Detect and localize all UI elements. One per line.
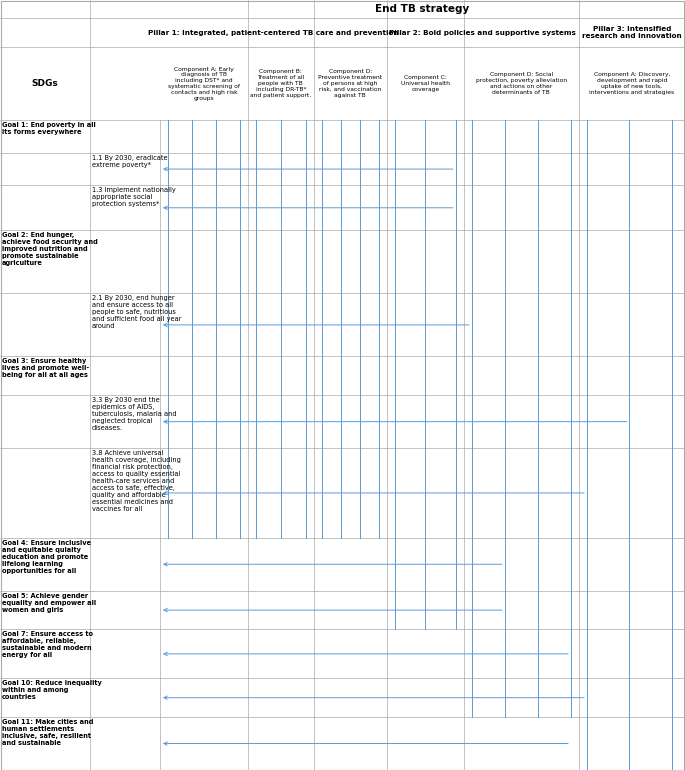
Text: Goal 4: Ensure inclusive
and equitable qulaity
education and promote
lifelong le: Goal 4: Ensure inclusive and equitable q…	[2, 540, 91, 574]
Text: Component D:
Preventive treatment
of persons at high
risk, and vaccination
again: Component D: Preventive treatment of per…	[318, 69, 382, 98]
Text: SDGs: SDGs	[32, 79, 58, 88]
Text: Pillar 2: Bold policies and supportive systems: Pillar 2: Bold policies and supportive s…	[390, 29, 576, 35]
Text: Component B:
Treatment of all
people with TB
including DR-TB*
and patient suppor: Component B: Treatment of all people wit…	[250, 69, 312, 98]
Text: 1.3 Implement nationally
appropriate social
protection systems*: 1.3 Implement nationally appropriate soc…	[92, 187, 176, 207]
Text: Component D: Social
protection, poverty alleviation
and actions on other
determi: Component D: Social protection, poverty …	[475, 72, 567, 95]
Text: 2.1 By 2030, end hunger
and ensure access to all
people to safe, nutritious
and : 2.1 By 2030, end hunger and ensure acces…	[92, 296, 182, 330]
Text: 3.8 Achieve universal
health coverage, including
financial risk protection,
acce: 3.8 Achieve universal health coverage, i…	[92, 450, 181, 512]
Text: Goal 1: End poverty in all
its forms everywhere: Goal 1: End poverty in all its forms eve…	[2, 122, 96, 136]
Text: End TB strategy: End TB strategy	[375, 4, 470, 14]
Text: 1.1 By 2030, eradicate
extreme poverty*: 1.1 By 2030, eradicate extreme poverty*	[92, 155, 168, 168]
Text: Goal 10: Reduce inequality
within and among
countries: Goal 10: Reduce inequality within and am…	[2, 681, 102, 701]
Text: 3.3 By 2030 end the
epidemics of AIDS,
tuberculosis, malaria and
neglected tropi: 3.3 By 2030 end the epidemics of AIDS, t…	[92, 397, 177, 431]
Text: Goal 7: Ensure access to
affordable, reliable,
sustainable and modern
energy for: Goal 7: Ensure access to affordable, rel…	[2, 631, 93, 658]
Text: Pillar 3: Intensified
research and innovation: Pillar 3: Intensified research and innov…	[582, 26, 682, 39]
Text: Goal 2: End hunger,
achieve food security and
improved nutrition and
promote sus: Goal 2: End hunger, achieve food securit…	[2, 233, 98, 266]
Text: Pillar 1: Integrated, patient-centered TB care and prevention: Pillar 1: Integrated, patient-centered T…	[148, 29, 399, 35]
Text: Goal 5: Achieve gender
equality and empower all
women and girls: Goal 5: Achieve gender equality and empo…	[2, 593, 96, 613]
Text: Component A: Early
diagnosis of TB
including DST* and
systematic screening of
co: Component A: Early diagnosis of TB inclu…	[168, 66, 240, 101]
Text: Component C:
Universal health
coverage: Component C: Universal health coverage	[401, 75, 450, 92]
Text: Component A: Discovery,
development and rapid
uptake of new tools,
interventions: Component A: Discovery, development and …	[589, 72, 675, 95]
Text: Goal 11: Make cities and
human settlements
inclusive, safe, resilient
and sustai: Goal 11: Make cities and human settlemen…	[2, 719, 93, 746]
Text: Goal 3: Ensure healthy
lives and promote well-
being for all at all ages: Goal 3: Ensure healthy lives and promote…	[2, 359, 89, 379]
